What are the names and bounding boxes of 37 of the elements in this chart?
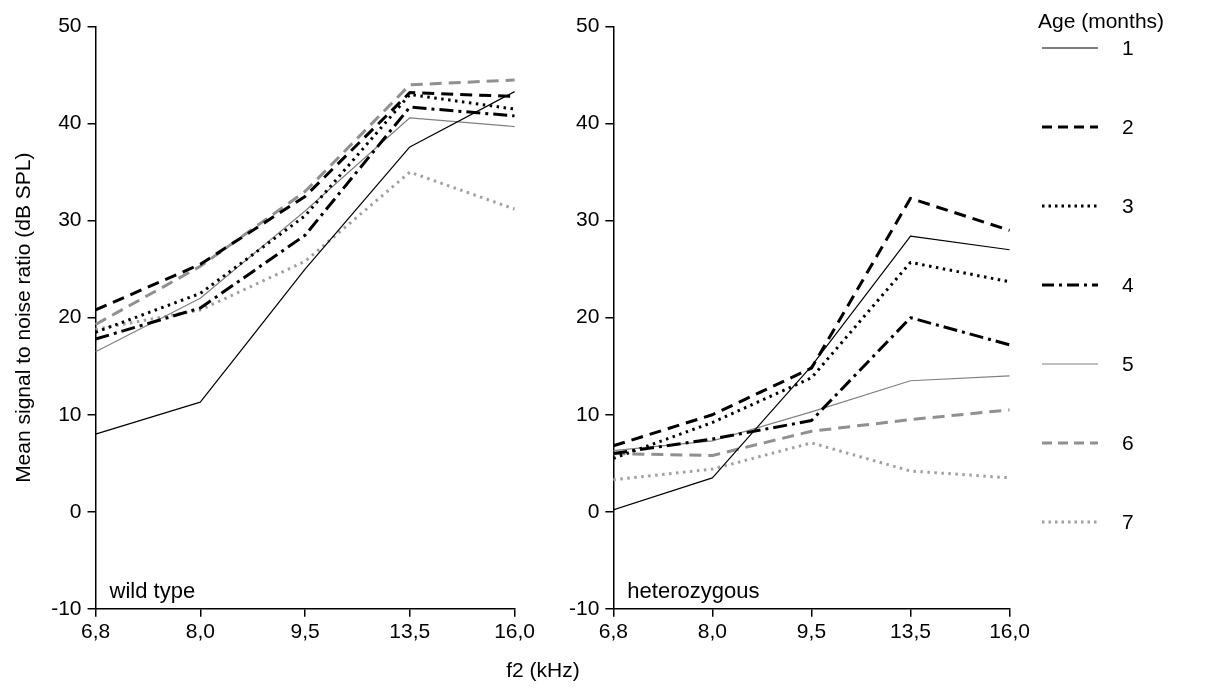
annotation: wild type — [108, 577, 196, 603]
x-axis-title: f2 (kHz) — [505, 658, 581, 682]
y-tick-label: 30 — [575, 207, 600, 231]
line-series — [94, 170, 517, 331]
x-tick-label: 13,5 — [890, 619, 931, 643]
y-axis-title: Mean signal to noise ratio (dB SPL) — [11, 152, 35, 483]
legend-label: 7 — [1122, 509, 1134, 534]
y-tick-label: 20 — [58, 304, 82, 328]
y-tick-label: -10 — [51, 595, 82, 619]
x-tick-label: 8,0 — [185, 619, 215, 643]
y-tick-label: 0 — [587, 498, 600, 522]
annotation: heterozygous — [627, 577, 760, 603]
legend-label: 2 — [1122, 114, 1134, 139]
legend-label: 3 — [1122, 193, 1134, 218]
y-tick-label: 40 — [58, 110, 82, 134]
legend-title: Age (months) — [1038, 8, 1165, 34]
x-tick-label: 16,0 — [989, 619, 1030, 643]
y-tick-label: 0 — [69, 498, 82, 522]
x-tick-label: 13,5 — [389, 619, 431, 643]
y-tick-label: 30 — [58, 207, 82, 231]
legend-label: 6 — [1122, 430, 1134, 455]
y-tick-label: 50 — [575, 13, 600, 37]
x-tick-label: 9,5 — [796, 619, 827, 643]
y-tick-label: -10 — [568, 595, 600, 619]
x-tick-label: 9,5 — [290, 619, 320, 643]
legend-label: 1 — [1122, 35, 1134, 60]
y-tick-label: 10 — [58, 401, 82, 425]
legend-label: 4 — [1122, 272, 1134, 297]
x-tick-label: 8,0 — [697, 619, 728, 643]
y-tick-label: 50 — [58, 13, 82, 37]
y-tick-label: 20 — [575, 304, 600, 328]
x-tick-label: 6,8 — [598, 619, 628, 643]
y-tick-label: 40 — [575, 110, 600, 134]
x-tick-label: 6,8 — [80, 619, 111, 643]
x-tick-label: 16,0 — [494, 619, 535, 643]
legend-label: 5 — [1122, 351, 1134, 376]
y-tick-label: 10 — [575, 401, 600, 425]
